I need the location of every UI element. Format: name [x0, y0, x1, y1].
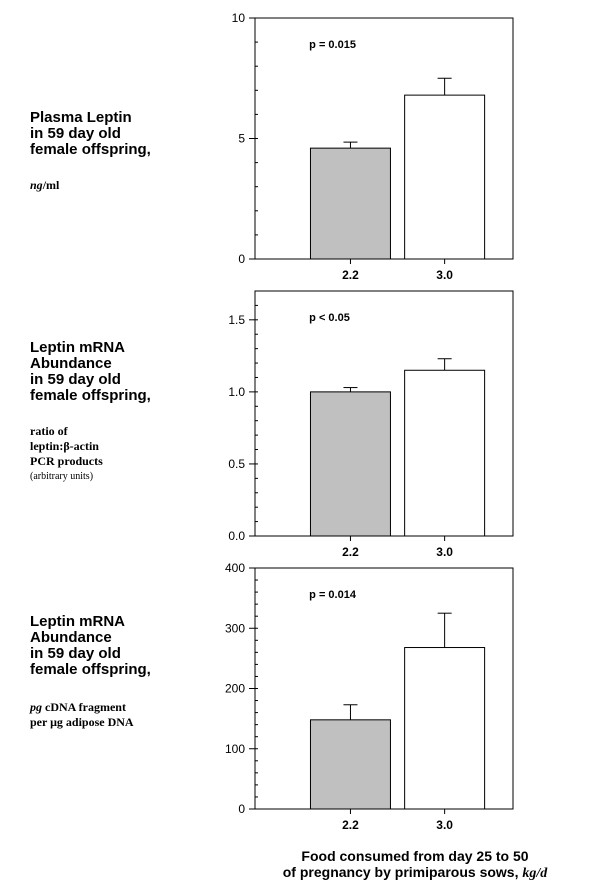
panel3-y-tick-label: 0: [238, 802, 245, 816]
panel2-y-tick-label: 0.0: [228, 529, 245, 543]
panel3-y-tick-label: 200: [225, 682, 245, 696]
panel2-x-tick-label: 2.2: [342, 545, 359, 559]
panel2-unit: ratio of leptin:β-actin PCR products (ar…: [30, 424, 103, 482]
panel2-y-tick-label: 0.5: [228, 457, 245, 471]
panel3-p-value: p = 0.014: [309, 589, 357, 601]
panel1-label: Plasma Leptin in 59 day old female offsp…: [30, 110, 151, 193]
panel1-y-tick-label: 5: [238, 132, 245, 146]
panel3-bar-3.0: [404, 647, 486, 810]
panel3-title: Leptin mRNA Abundance in 59 day old fema…: [30, 613, 151, 678]
panel3-label: Leptin mRNA Abundance in 59 day old fema…: [30, 614, 151, 730]
x-axis-title: Food consumed from day 25 to 50 of pregn…: [282, 848, 548, 881]
panel1-unit: ng/ml: [30, 178, 60, 192]
panel2-label: Leptin mRNA Abundance in 59 day old fema…: [30, 340, 151, 484]
panel2-bar-2.2: [309, 391, 391, 537]
panel3-y-tick-label: 300: [225, 621, 245, 635]
panel3-x-tick-label: 2.2: [342, 818, 359, 832]
panel1-bar-3.0: [404, 94, 486, 260]
panel1-x-tick-label: 3.0: [436, 268, 453, 282]
panel2-y-tick-label: 1.5: [228, 313, 245, 327]
panel1-x-tick-label: 2.2: [342, 268, 359, 282]
panel2-title: Leptin mRNA Abundance in 59 day old fema…: [30, 339, 151, 404]
panel3-y-tick-label: 400: [225, 561, 245, 575]
panel1-y-tick-label: 10: [232, 11, 246, 25]
panel1-p-value: p = 0.015: [309, 39, 356, 51]
panel2-y-tick-label: 1.0: [228, 385, 245, 399]
panel1-bar-2.2: [309, 147, 391, 260]
panel3-y-tick-label: 100: [225, 742, 245, 756]
panel2-p-value: p < 0.05: [309, 312, 350, 324]
panel1-y-tick-label: 0: [238, 252, 245, 266]
panel3-unit: pg cDNA fragment per μg adipose DNA: [30, 700, 134, 729]
panel2-x-tick-label: 3.0: [436, 545, 453, 559]
panel3-x-tick-label: 3.0: [436, 818, 453, 832]
panel2-bar-3.0: [404, 369, 486, 537]
panel1-title: Plasma Leptin in 59 day old female offsp…: [30, 109, 151, 158]
panel3-bar-2.2: [309, 719, 391, 810]
